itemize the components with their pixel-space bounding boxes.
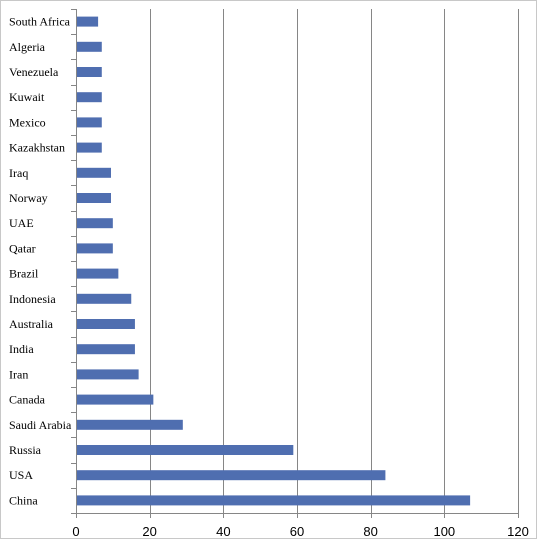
bar-china	[76, 495, 471, 506]
bar-venezuela	[76, 67, 102, 77]
category-labels: China USA Russia Saudi Arabia Canada Iran Indi…	[9, 15, 72, 508]
y-category-label: Iraq	[9, 166, 28, 180]
bar-qatar	[76, 243, 113, 254]
x-tick-label: 120	[507, 524, 529, 539]
y-category-label: Algeria	[9, 40, 46, 54]
bar-saudi-arabia	[76, 419, 183, 430]
bar-algeria	[76, 41, 102, 52]
bar-indonesia	[76, 293, 132, 304]
bar-usa	[76, 470, 386, 481]
tick-labels: 0 20 40 60 80 100 120	[72, 524, 528, 539]
y-category-label: Canada	[9, 393, 46, 407]
y-category-label: Venezuela	[9, 65, 59, 79]
x-tick-label: 0	[72, 524, 79, 539]
bar-australia	[76, 319, 135, 329]
y-category-label: Australia	[9, 317, 54, 331]
bar-uae	[76, 218, 113, 229]
y-category-label: Indonesia	[9, 292, 56, 306]
y-category-label: Brazil	[9, 267, 39, 281]
bar-norway	[76, 193, 111, 203]
bar-iran	[76, 369, 139, 380]
y-category-label: Qatar	[9, 241, 36, 255]
x-tick-label: 80	[363, 524, 377, 539]
y-category-label: Russia	[9, 443, 42, 457]
bar-mexico	[76, 117, 102, 128]
y-category-label: India	[9, 342, 34, 356]
y-category-label: China	[9, 493, 38, 507]
y-category-label: Kazakhstan	[9, 141, 65, 155]
y-category-label: USA	[9, 468, 33, 482]
x-tick-label: 60	[290, 524, 304, 539]
bars	[76, 16, 471, 506]
bar-brazil	[76, 268, 119, 279]
bar-south-africa	[76, 16, 99, 27]
y-category-label: Iran	[9, 367, 28, 381]
bar-kuwait	[76, 92, 102, 103]
bar-india	[76, 344, 135, 355]
bar-russia	[76, 445, 294, 455]
y-category-label: UAE	[9, 216, 34, 230]
bar-canada	[76, 394, 154, 405]
y-category-label: Norway	[9, 191, 48, 205]
axes	[71, 9, 519, 518]
x-tick-label: 20	[142, 524, 156, 539]
y-category-label: Mexico	[9, 115, 46, 129]
bar-kazakhstan	[76, 142, 102, 153]
y-category-label: Kuwait	[9, 90, 45, 104]
gridlines	[150, 9, 519, 513]
bar-iraq	[76, 167, 111, 178]
y-category-label: South Africa	[9, 15, 71, 29]
y-category-label: Saudi Arabia	[9, 418, 72, 432]
x-tick-label: 40	[216, 524, 230, 539]
x-tick-label: 100	[433, 524, 455, 539]
